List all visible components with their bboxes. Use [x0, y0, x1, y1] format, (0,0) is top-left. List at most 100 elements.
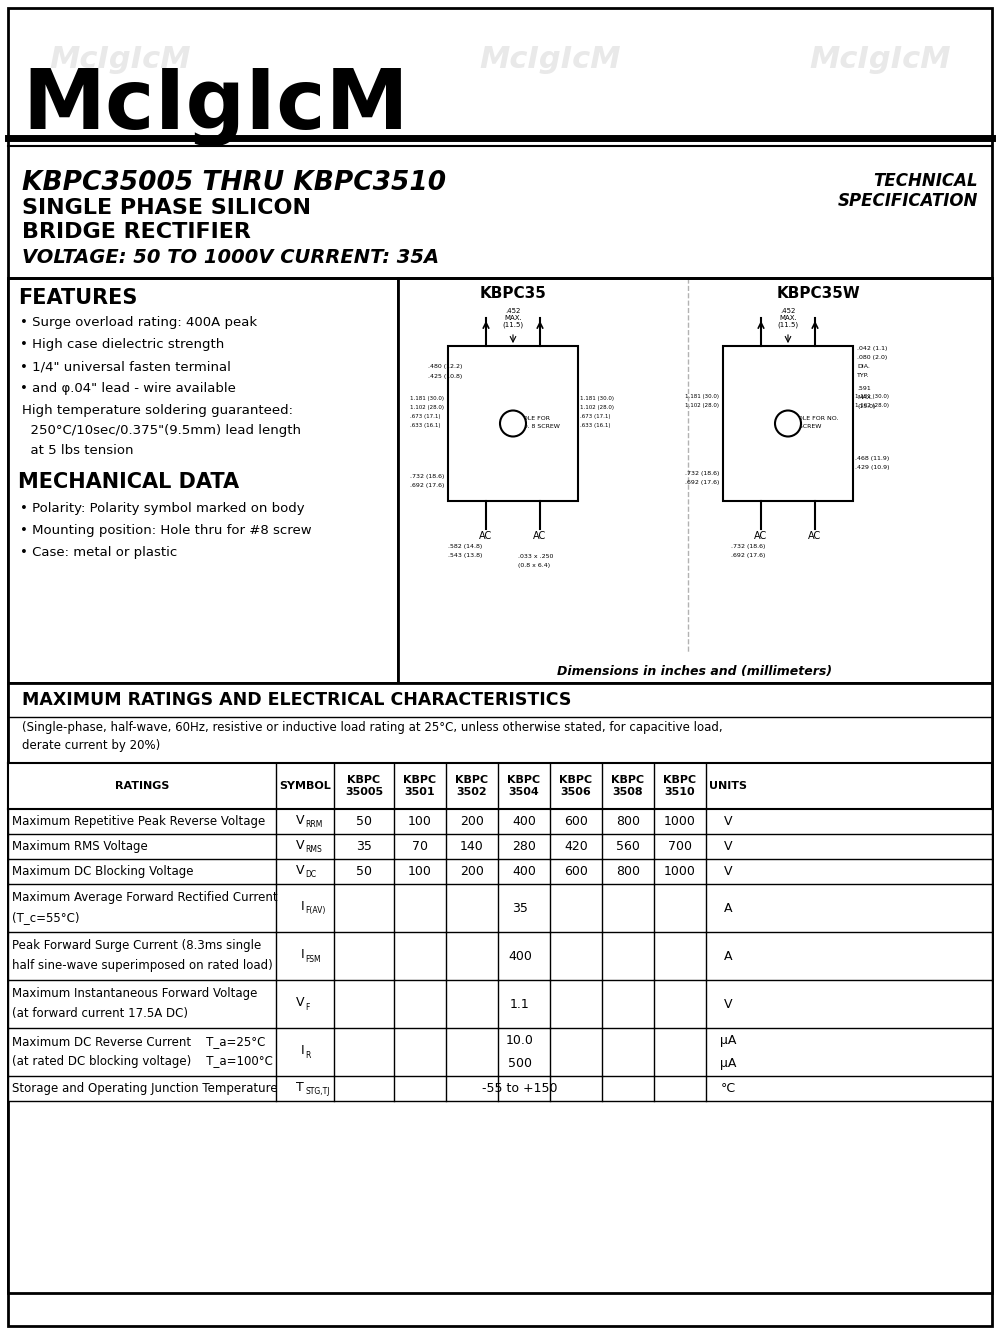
- Bar: [8, 763, 992, 808]
- Text: .543 (13.8): .543 (13.8): [448, 554, 482, 558]
- Text: V: V: [724, 815, 732, 828]
- Text: MECHANICAL DATA: MECHANICAL DATA: [18, 472, 239, 492]
- Circle shape: [500, 411, 526, 436]
- Text: McIgIcM: McIgIcM: [809, 285, 951, 315]
- Text: McIgIcM: McIgIcM: [49, 786, 191, 815]
- Text: Maximum DC Blocking Voltage: Maximum DC Blocking Voltage: [12, 864, 194, 878]
- Text: KBPC
3510: KBPC 3510: [663, 775, 697, 796]
- Text: 35: 35: [512, 902, 528, 915]
- Text: .468 (11.9): .468 (11.9): [855, 456, 889, 462]
- Text: .033 x .250: .033 x .250: [518, 554, 553, 559]
- Text: 140: 140: [460, 840, 484, 852]
- Text: V: V: [724, 998, 732, 1010]
- Text: 35: 35: [356, 840, 372, 852]
- Text: McIgIcM: McIgIcM: [479, 45, 621, 75]
- Text: MAX.: MAX.: [779, 315, 797, 321]
- Text: I: I: [300, 948, 304, 962]
- Text: NO. 8 SCREW: NO. 8 SCREW: [518, 424, 560, 430]
- Text: • Mounting position: Hole thru for #8 screw: • Mounting position: Hole thru for #8 sc…: [20, 524, 312, 538]
- Text: 800: 800: [616, 864, 640, 878]
- Text: .692 (17.6): .692 (17.6): [731, 554, 765, 558]
- Bar: [8, 859, 992, 884]
- Text: McIgIcM: McIgIcM: [22, 64, 409, 145]
- Text: .633 (16.1): .633 (16.1): [410, 423, 440, 428]
- Text: 100: 100: [408, 815, 432, 828]
- Bar: [8, 1029, 992, 1077]
- Text: RATINGS: RATINGS: [115, 780, 169, 791]
- Text: TECHNICAL: TECHNICAL: [873, 172, 978, 189]
- Text: FSM: FSM: [305, 955, 321, 963]
- Text: McIgIcM: McIgIcM: [479, 1035, 621, 1065]
- Text: DIA.: DIA.: [857, 364, 870, 370]
- Text: 280: 280: [512, 840, 536, 852]
- Text: AC: AC: [479, 531, 493, 542]
- Text: 500: 500: [508, 1057, 532, 1070]
- Text: AC: AC: [808, 531, 822, 542]
- Text: McIgIcM: McIgIcM: [479, 535, 621, 564]
- Text: °C: °C: [720, 1082, 736, 1095]
- Text: .673 (17.1): .673 (17.1): [410, 414, 440, 419]
- Text: DC: DC: [305, 870, 316, 879]
- Text: .429 (10.9): .429 (10.9): [855, 466, 890, 470]
- Text: Peak Forward Surge Current (8.3ms single: Peak Forward Surge Current (8.3ms single: [12, 939, 261, 952]
- Text: 10.0: 10.0: [506, 1034, 534, 1047]
- Text: 50: 50: [356, 864, 372, 878]
- Text: McIgIcM: McIgIcM: [479, 285, 621, 315]
- Text: I: I: [300, 900, 304, 914]
- Text: Maximum Repetitive Peak Reverse Voltage: Maximum Repetitive Peak Reverse Voltage: [12, 815, 265, 828]
- Text: 250°C/10sec/0.375"(9.5mm) lead length: 250°C/10sec/0.375"(9.5mm) lead length: [22, 424, 301, 438]
- Text: 8 SCREW: 8 SCREW: [793, 424, 821, 430]
- Text: .425 (10.8): .425 (10.8): [428, 374, 462, 379]
- Text: (T_c=55°C): (T_c=55°C): [12, 911, 80, 924]
- Text: STG,TJ: STG,TJ: [305, 1087, 330, 1097]
- Text: McIgIcM: McIgIcM: [809, 535, 951, 564]
- Text: V: V: [296, 996, 304, 1010]
- Bar: [398, 277, 992, 683]
- Text: KBPC
3506: KBPC 3506: [559, 775, 593, 796]
- Text: 1.181 (30.0): 1.181 (30.0): [685, 394, 719, 399]
- Text: • High case dielectric strength: • High case dielectric strength: [20, 338, 224, 351]
- Bar: [8, 932, 992, 980]
- Text: TYP.: TYP.: [857, 374, 869, 378]
- Text: McIgIcM: McIgIcM: [49, 1266, 191, 1294]
- Text: .732 (18.6): .732 (18.6): [685, 471, 719, 476]
- Text: .080 (2.0): .080 (2.0): [857, 355, 887, 360]
- Text: Maximum Instantaneous Forward Voltage: Maximum Instantaneous Forward Voltage: [12, 987, 257, 1000]
- Text: (Single-phase, half-wave, 60Hz, resistive or inductive load rating at 25°C, unle: (Single-phase, half-wave, 60Hz, resistiv…: [22, 720, 723, 751]
- Text: -55 to +150: -55 to +150: [482, 1082, 558, 1095]
- Text: (0.8 x 6.4): (0.8 x 6.4): [518, 563, 550, 568]
- Text: Maximum DC Reverse Current    T_a=25°C: Maximum DC Reverse Current T_a=25°C: [12, 1035, 265, 1049]
- Text: T: T: [296, 1081, 304, 1094]
- Text: 1.181 (30.0): 1.181 (30.0): [855, 394, 889, 399]
- Text: 1.181 (30.0): 1.181 (30.0): [410, 396, 444, 402]
- Text: (15.0): (15.0): [857, 404, 875, 410]
- Text: UNITS: UNITS: [709, 780, 747, 791]
- Text: V: V: [724, 864, 732, 878]
- Circle shape: [775, 411, 801, 436]
- Text: 600: 600: [564, 815, 588, 828]
- Bar: [8, 980, 992, 1029]
- Text: 100: 100: [408, 864, 432, 878]
- Text: V: V: [296, 814, 304, 827]
- Bar: [8, 884, 992, 932]
- Text: μA: μA: [720, 1057, 736, 1070]
- Text: .692 (17.6): .692 (17.6): [410, 483, 444, 488]
- Text: 70: 70: [412, 840, 428, 852]
- Text: KBPC35005 THRU KBPC3510: KBPC35005 THRU KBPC3510: [22, 169, 446, 196]
- Text: (11.5): (11.5): [777, 321, 799, 328]
- Text: AC: AC: [754, 531, 768, 542]
- Text: half sine-wave superimposed on rated load): half sine-wave superimposed on rated loa…: [12, 959, 273, 972]
- Text: • 1/4" universal fasten terminal: • 1/4" universal fasten terminal: [20, 360, 231, 374]
- Text: V: V: [724, 840, 732, 852]
- Text: 400: 400: [512, 864, 536, 878]
- Text: McIgIcM: McIgIcM: [49, 1035, 191, 1065]
- Text: RMS: RMS: [305, 844, 322, 854]
- Text: 200: 200: [460, 815, 484, 828]
- Text: .692 (17.6): .692 (17.6): [685, 480, 719, 486]
- Text: McIgIcM: McIgIcM: [479, 786, 621, 815]
- Text: Maximum RMS Voltage: Maximum RMS Voltage: [12, 840, 148, 852]
- Text: A: A: [724, 902, 732, 915]
- Bar: [8, 808, 992, 834]
- Bar: [8, 834, 992, 859]
- Text: MAX.: MAX.: [857, 395, 873, 400]
